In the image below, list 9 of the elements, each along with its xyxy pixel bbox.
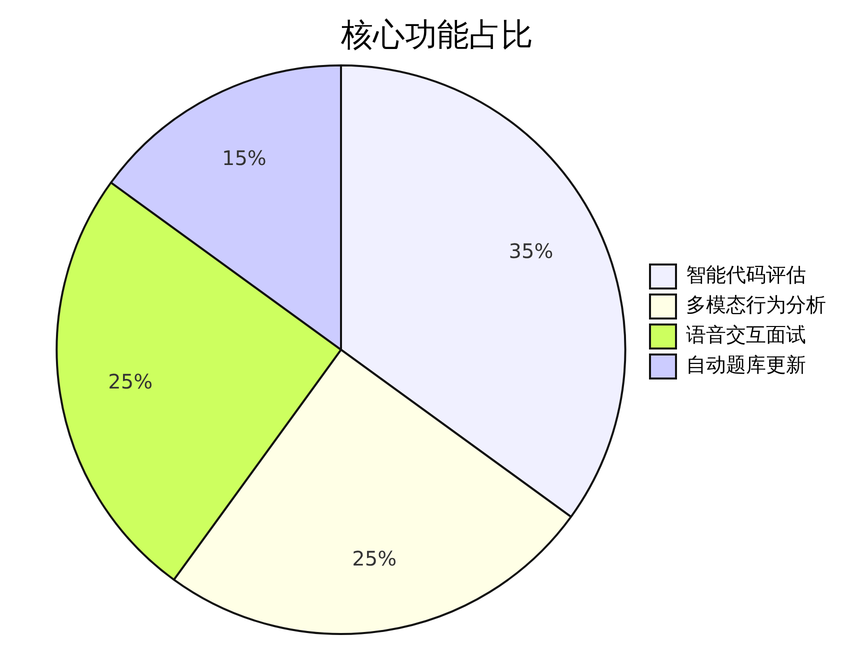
legend-label: 语音交互面试: [686, 322, 806, 347]
data-label: 15%: [222, 146, 266, 170]
legend-label: 智能代码评估: [686, 262, 806, 287]
legend-label: 自动题库更新: [686, 352, 806, 377]
chart-title: 核心功能占比: [340, 16, 533, 54]
data-label: 25%: [352, 546, 397, 571]
legend-label: 多模态行为分析: [686, 292, 826, 317]
data-label: 25%: [108, 369, 153, 394]
data-label: 35%: [508, 239, 554, 264]
